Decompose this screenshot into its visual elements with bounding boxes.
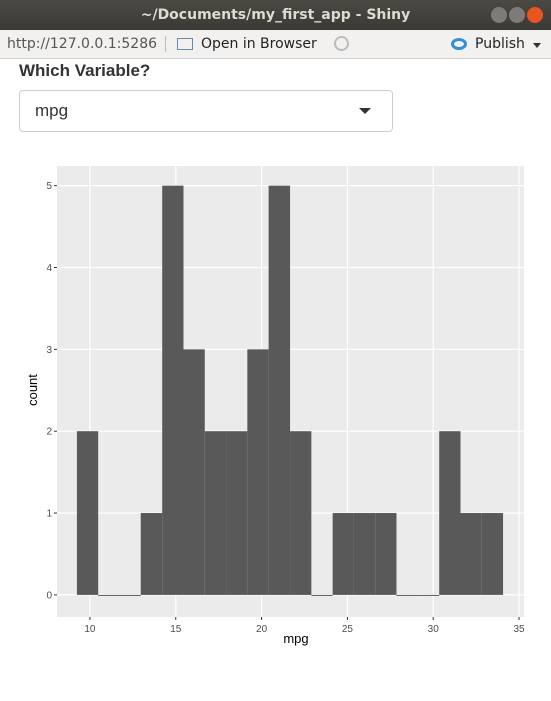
bar [417, 594, 440, 596]
bar [375, 513, 397, 595]
bar [204, 431, 227, 595]
window-title: ~/Documents/my_first_app - Shiny [140, 7, 411, 23]
y-tick-label: 4 [46, 263, 52, 274]
x-tick-label: 25 [342, 624, 354, 635]
bar [439, 431, 461, 595]
bar [76, 431, 99, 595]
x-tick-label: 20 [256, 624, 268, 635]
chart: mpg count 0 1 2 3 4 5 10 15 20 25 30 35 [25, 166, 525, 646]
y-tick-label: 2 [46, 427, 52, 438]
publish-caret[interactable] [533, 43, 541, 52]
bar [268, 185, 291, 595]
bar [183, 349, 205, 595]
bar [332, 513, 354, 595]
bar [481, 513, 504, 595]
x-tick-label: 15 [170, 624, 182, 635]
y-tick-label: 0 [46, 590, 52, 601]
y-tick-label: 5 [46, 181, 52, 192]
bar [460, 513, 482, 595]
x-tick-label: 10 [84, 624, 96, 635]
separator [165, 36, 166, 52]
browser-icon [177, 38, 193, 50]
y-tick-label: 1 [46, 509, 52, 520]
select-caret [359, 108, 371, 120]
bar [140, 513, 163, 595]
publish-icon [451, 38, 467, 50]
x-tick-label: 35 [513, 624, 525, 635]
title-bar: ~/Documents/my_first_app - Shiny [0, 0, 551, 30]
bar [98, 594, 120, 596]
toolbar: http://127.0.0.1:5286 Open in Browser Pu… [0, 30, 551, 59]
y-tick-label: 3 [46, 345, 52, 356]
input-label: Which Variable? [19, 61, 151, 80]
x-tick-label: 30 [428, 624, 440, 635]
bar [290, 431, 312, 595]
publish[interactable]: Publish [475, 36, 525, 52]
bar [247, 349, 269, 595]
selected-value: mpg [35, 101, 69, 120]
y-axis-title: count [25, 374, 40, 406]
minimize-button[interactable] [491, 7, 507, 23]
bar [353, 513, 376, 595]
open-in-browser[interactable]: Open in Browser [201, 36, 317, 52]
variable-select[interactable]: mpg [19, 90, 393, 132]
bar [396, 594, 418, 596]
url[interactable]: http://127.0.0.1:5286 [7, 36, 158, 52]
close-button[interactable] [527, 7, 543, 23]
bar [226, 431, 248, 595]
refresh-icon[interactable] [334, 36, 349, 51]
bar [311, 594, 333, 596]
bar [162, 185, 184, 595]
maximize-button[interactable] [509, 7, 525, 23]
x-axis-title: mpg [283, 631, 308, 646]
bar [119, 594, 141, 596]
